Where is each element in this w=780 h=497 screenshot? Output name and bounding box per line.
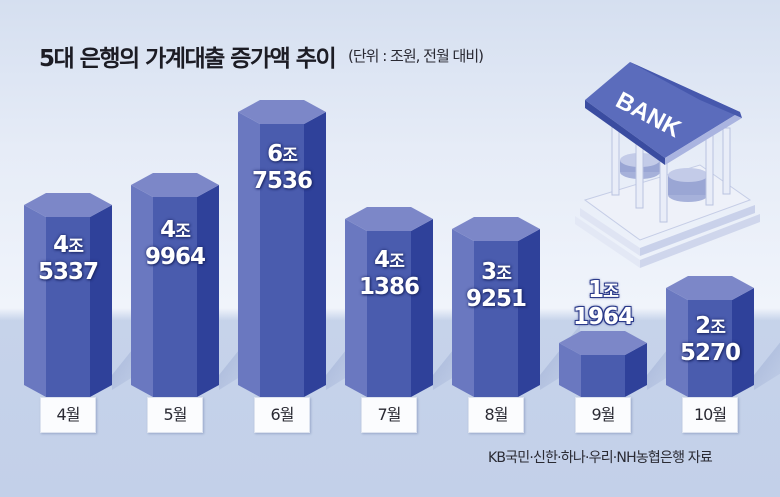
month-label: 10월: [682, 397, 738, 433]
bar-left-face: [131, 185, 153, 397]
bar-top-face: [452, 217, 540, 241]
bar-top-face: [666, 276, 754, 300]
bar-right-face: [625, 343, 647, 397]
bar-3: [345, 207, 473, 397]
month-label: 7월: [361, 397, 417, 433]
bar-0: [24, 193, 152, 397]
month-label: 6월: [254, 397, 310, 433]
value-label: 2조 5270: [679, 313, 741, 366]
source-note: KB국민·신한·하나·우리·NH농협은행 자료: [488, 450, 713, 466]
bar-left-face: [559, 343, 581, 397]
month-label: 8월: [468, 397, 524, 433]
bar-right-face: [304, 112, 326, 397]
bar-top-face: [238, 100, 326, 124]
value-label: 1조 1964: [572, 277, 634, 330]
bar-center-face: [46, 217, 90, 397]
month-label: 4월: [40, 397, 96, 433]
bar-right-face: [197, 185, 219, 397]
chart-title: 5대 은행의 가계대출 증가액 추이: [39, 46, 337, 72]
bar-left-face: [452, 229, 474, 397]
bar-top-face: [345, 207, 433, 231]
bar-6: [666, 276, 780, 397]
bar-top-face: [131, 173, 219, 197]
bar-center-face: [260, 124, 304, 397]
value-label: 4조 9964: [144, 217, 206, 270]
value-label: 4조 5337: [37, 232, 99, 285]
bar-center-face: [474, 241, 518, 397]
bar-center-face: [581, 355, 625, 397]
bar-top-face: [24, 193, 112, 217]
bar-top-face: [559, 331, 647, 355]
month-label: 5월: [147, 397, 203, 433]
bar-left-face: [666, 288, 688, 397]
value-label: 6조 7536: [251, 141, 313, 194]
bar-shadow: [754, 342, 780, 390]
bar-center-face: [153, 197, 197, 397]
value-label: 3조 9251: [465, 259, 527, 312]
bar-left-face: [24, 205, 46, 397]
bar-left-face: [345, 219, 367, 397]
month-label: 9월: [575, 397, 631, 433]
value-label: 4조 1386: [358, 247, 420, 300]
bar-left-face: [238, 112, 260, 397]
bar-center-face: [367, 231, 411, 397]
bar-1: [131, 173, 259, 397]
bar-right-face: [518, 229, 540, 397]
unit-note: (단위 : 조원, 전월 대비): [348, 47, 484, 65]
bar-right-face: [90, 205, 112, 397]
bar-right-face: [411, 219, 433, 397]
bar-4: [452, 217, 580, 397]
bar-right-face: [732, 288, 754, 397]
bar-center-face: [688, 300, 732, 397]
bank-building-icon: BANK: [575, 62, 760, 268]
